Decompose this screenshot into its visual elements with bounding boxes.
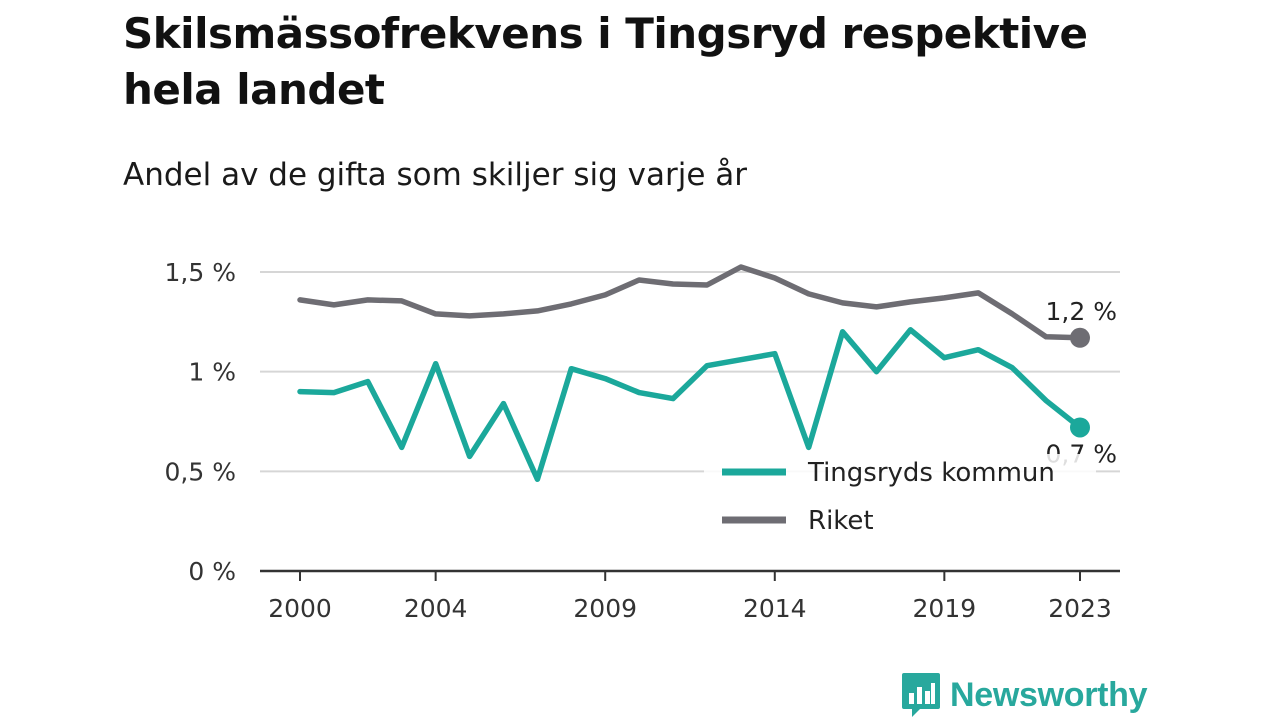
legend-label: Riket xyxy=(808,506,874,536)
legend-label: Tingsryds kommun xyxy=(807,458,1055,488)
x-tick-label: 2023 xyxy=(1048,594,1112,623)
series-line xyxy=(297,264,1083,341)
end-value-labels: 0,7 %1,2 % xyxy=(1046,297,1117,469)
x-tick-label: 2000 xyxy=(268,594,332,623)
chart-subtitle: Andel av de gifta som skiljer sig varje … xyxy=(123,157,747,193)
x-tick-label: 2004 xyxy=(404,594,468,623)
y-tick-label: 1 % xyxy=(188,358,236,387)
y-tick-label: 0,5 % xyxy=(165,457,236,486)
x-tick-label: 2014 xyxy=(743,594,807,623)
series-lines xyxy=(297,264,1090,483)
x-tick-label: 2009 xyxy=(573,594,637,623)
x-axis-tick-labels: 2000 2004 2009 2014 2019 2023 xyxy=(268,594,1112,623)
newsworthy-logo: Newsworthy xyxy=(900,670,1148,720)
brand-name: Newsworthy xyxy=(950,675,1148,714)
series-end-value-label: 1,2 % xyxy=(1046,297,1117,326)
chart-title: Skilsmässofrekvens i Tingsryd respektive… xyxy=(123,9,1088,114)
series-line xyxy=(297,327,1083,483)
x-axis xyxy=(260,569,1120,581)
series-end-point xyxy=(1070,417,1090,438)
bar-chart-speech-bubble-icon xyxy=(902,673,940,717)
series-end-point xyxy=(1070,327,1090,348)
y-axis-tick-labels: 0 % 0,5 % 1 % 1,5 % xyxy=(165,258,236,586)
y-tick-label: 0 % xyxy=(188,557,236,586)
y-tick-label: 1,5 % xyxy=(165,258,236,287)
legend: Tingsryds kommun Riket xyxy=(704,454,1096,542)
x-tick-label: 2019 xyxy=(913,594,977,623)
